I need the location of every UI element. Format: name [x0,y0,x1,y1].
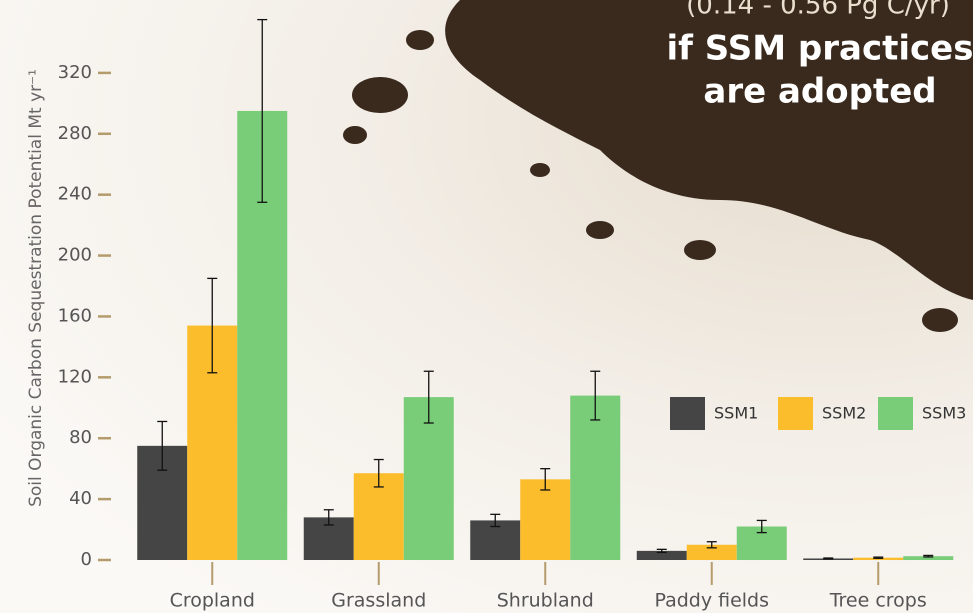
error-bar [423,370,434,424]
bar [570,395,621,560]
y-tick-label: 0 [81,549,92,570]
y-tick-label: 120 [58,366,92,387]
y-tick-label: 240 [58,184,92,205]
legend-swatch [778,397,813,430]
legend-label: SSM2 [822,404,866,423]
legend-swatch [878,397,913,430]
error-bar [490,513,501,528]
y-tick-label: 280 [58,123,92,144]
error-bar [923,554,934,558]
error-bar [823,557,834,560]
legend-label: SSM3 [922,404,966,423]
error-bar [373,458,384,488]
bar [686,544,737,560]
y-tick-label: 40 [69,488,92,509]
y-tick-label: 160 [58,305,92,326]
error-bar [656,548,667,554]
headline: if SSM practices [667,29,973,69]
y-tick-label: 320 [58,62,92,83]
headline: are adopted [703,72,936,112]
error-bar [540,468,551,491]
x-tick-label: Tree crops [829,590,927,612]
error-bar [257,18,268,203]
error-bar [706,541,717,549]
error-bar [207,277,218,374]
soil-image [343,0,973,332]
headline-range: (0.14 - 0.56 Pg C/yr) [686,0,950,21]
error-bar [590,370,601,421]
x-tick-label: Shrubland [497,590,594,612]
legend-swatch [670,397,705,430]
bar [636,550,687,560]
bar [903,556,954,560]
bar [353,473,404,560]
bar [403,397,454,560]
x-tick-label: Grassland [331,590,426,612]
error-bar [323,509,334,526]
legend-label: SSM1 [714,404,758,423]
bar [520,479,571,560]
error-bar [873,556,884,559]
error-bar [157,420,168,471]
y-axis-label: Soil Organic Carbon Sequestration Potent… [26,69,46,507]
x-tick-label: Cropland [170,590,255,612]
x-tick-label: Paddy fields [654,590,769,612]
error-bar [756,519,767,534]
y-tick-label: 80 [69,427,92,448]
y-tick-label: 200 [58,245,92,266]
